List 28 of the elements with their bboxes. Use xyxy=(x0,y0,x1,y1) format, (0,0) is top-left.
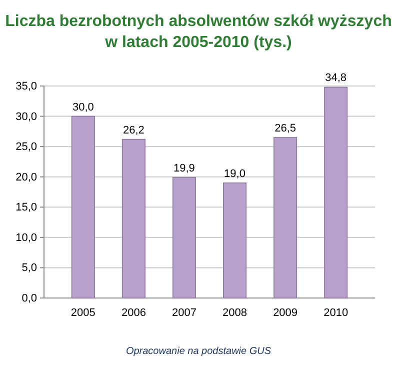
y-tick-label: 30,0 xyxy=(16,110,37,123)
data-label: 34,8 xyxy=(325,72,347,84)
y-tick-label: 0,0 xyxy=(22,292,37,305)
x-tick-label: 2009 xyxy=(273,306,298,319)
x-tick-label: 2010 xyxy=(324,306,348,319)
y-tick-label: 5,0 xyxy=(22,262,37,274)
data-label: 19,0 xyxy=(224,168,246,180)
y-tick-label: 20,0 xyxy=(16,171,37,184)
bar xyxy=(324,86,348,298)
x-tick-label: 2008 xyxy=(222,306,248,319)
bar xyxy=(122,138,146,298)
data-label: 26,2 xyxy=(122,124,144,136)
bar xyxy=(71,116,95,298)
x-tick-label: 2005 xyxy=(70,306,96,319)
y-tick-label: 35,0 xyxy=(16,80,37,93)
data-label: 30,0 xyxy=(72,101,94,114)
data-label: 19,9 xyxy=(174,162,195,174)
bar xyxy=(172,177,196,298)
x-tick-label: 2006 xyxy=(121,306,146,319)
bar xyxy=(222,182,247,298)
y-tick-label: 10,0 xyxy=(16,232,37,244)
y-tick-label: 25,0 xyxy=(16,141,37,154)
data-label: 26,5 xyxy=(274,122,296,134)
text: Opracowanie na podstawie GUS xyxy=(126,346,272,357)
bar xyxy=(274,137,298,298)
chart-title: Liczba bezrobotnych absolwentów szkół wyższych w latach 2005-2010 (tys.) xyxy=(5,13,392,51)
x-tick-label: 2007 xyxy=(172,306,196,319)
y-tick-label: 15,0 xyxy=(16,202,37,214)
